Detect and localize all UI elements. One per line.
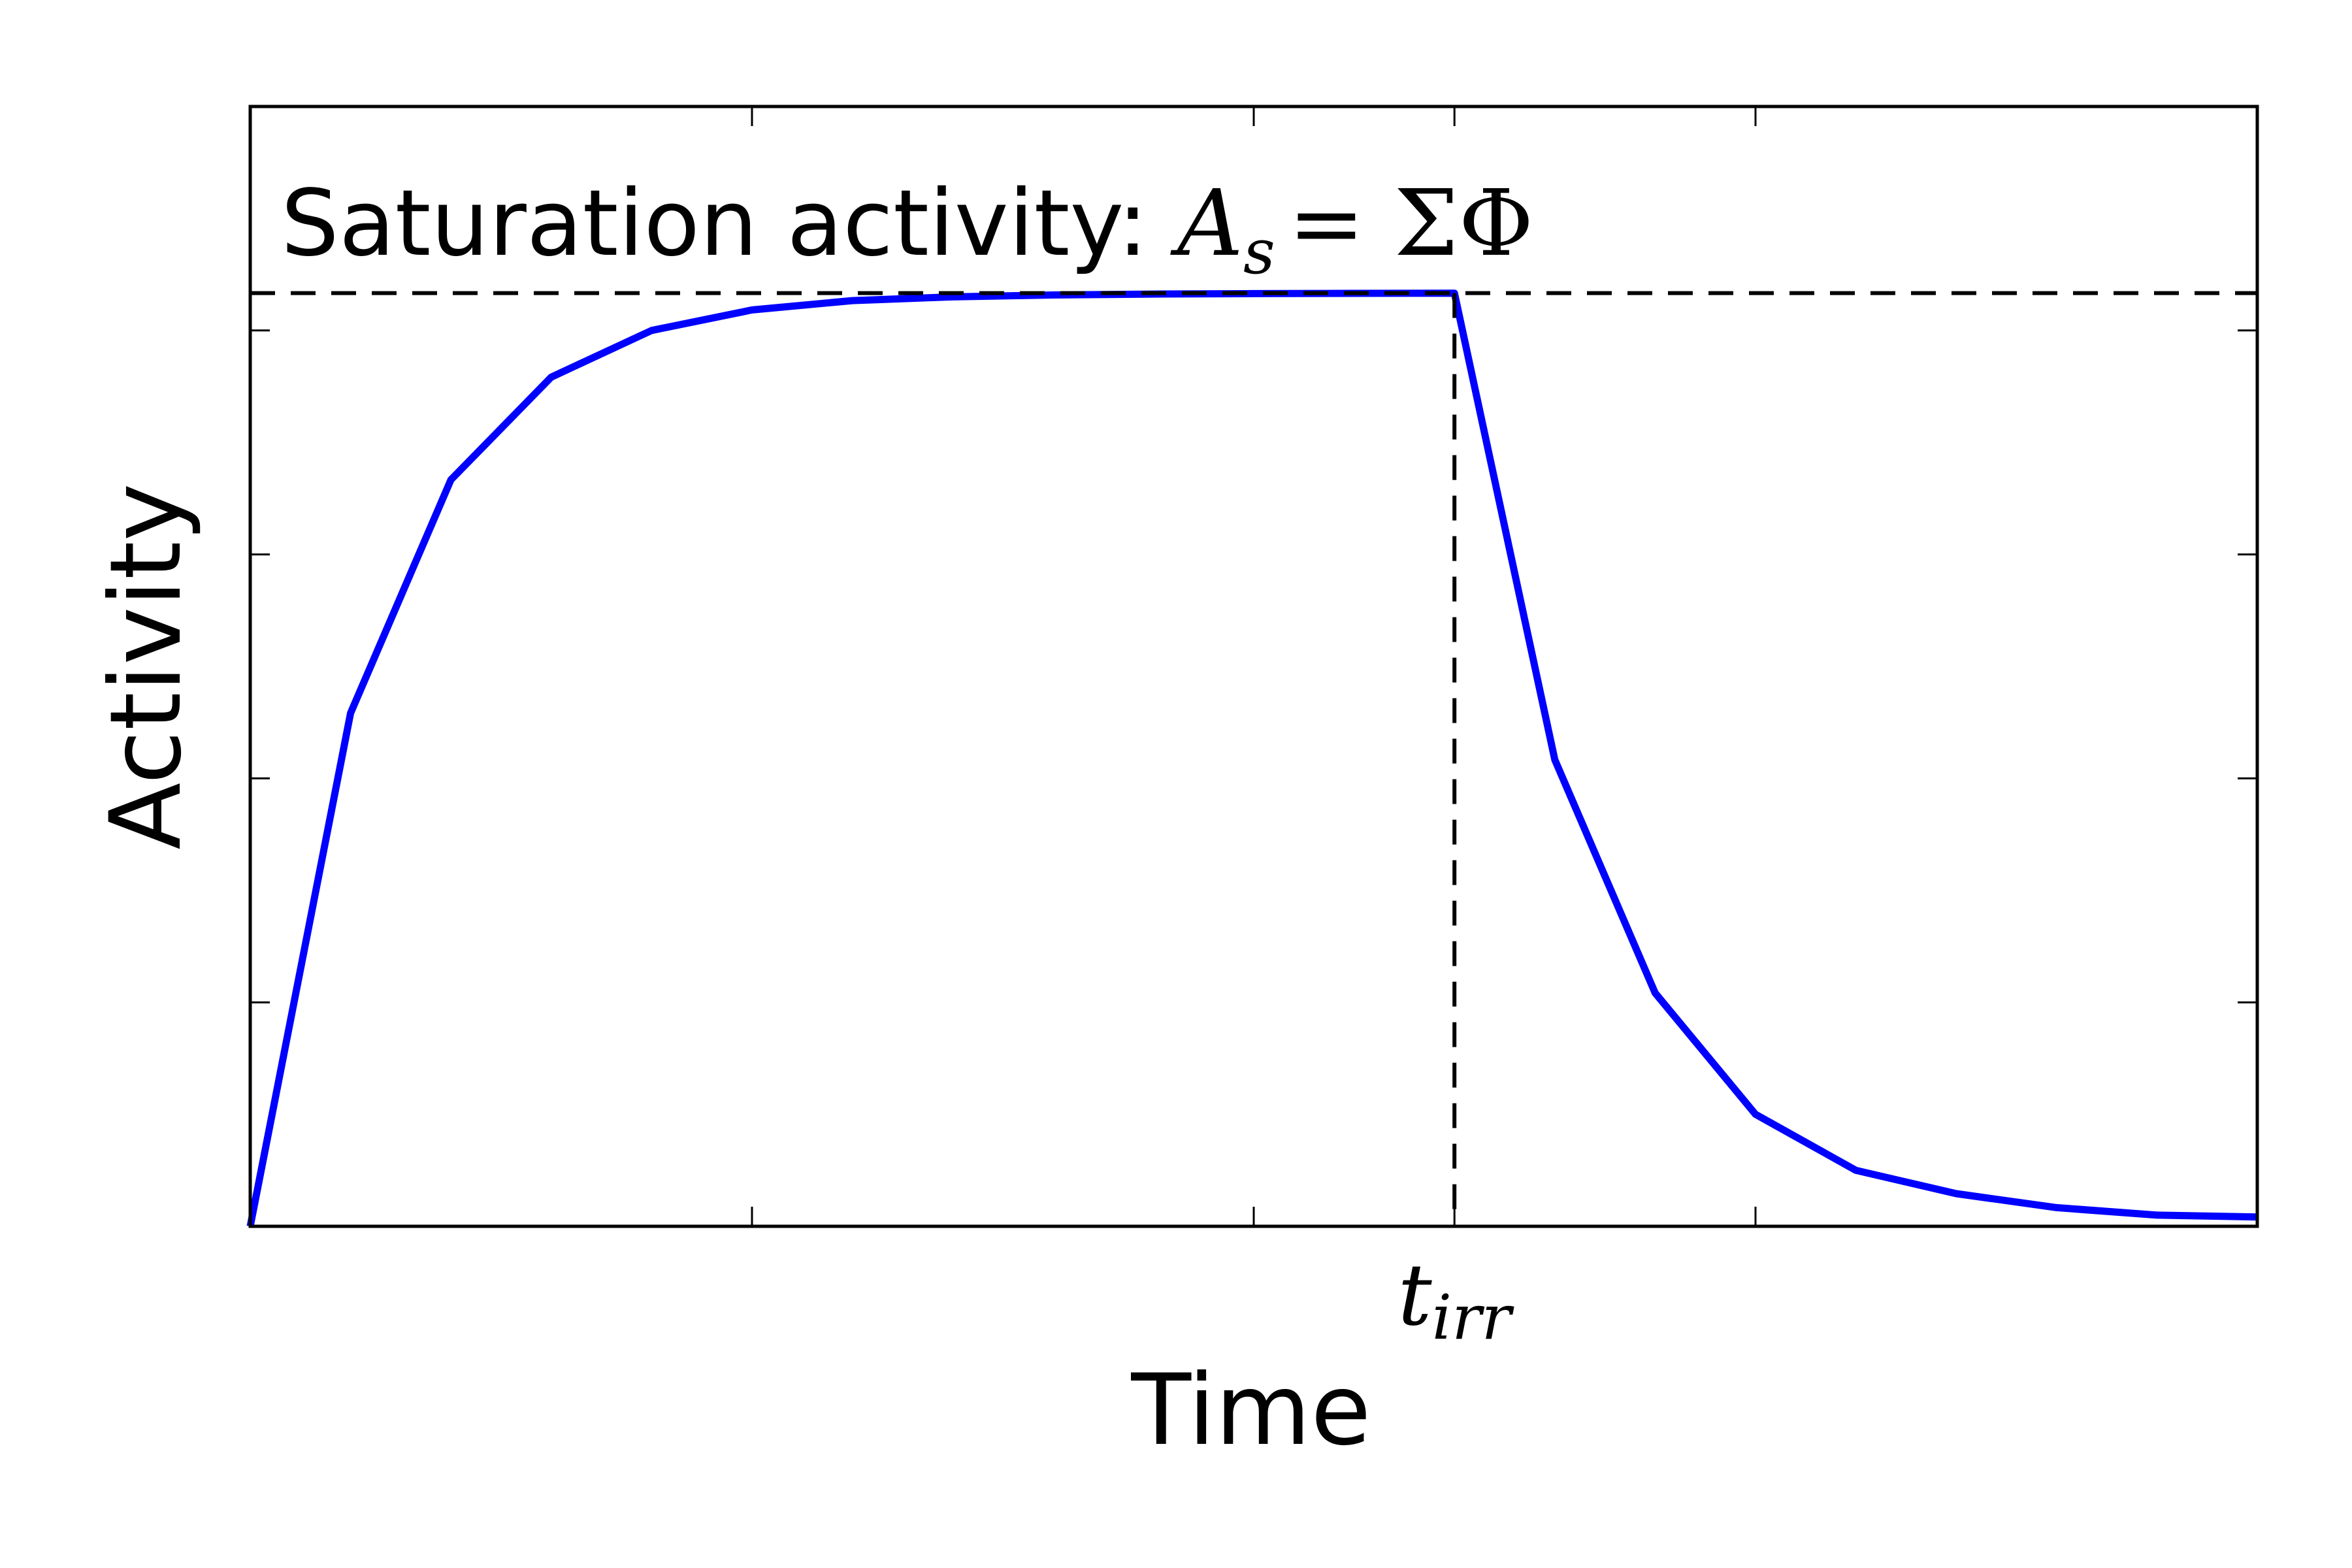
x-axis-label: Time bbox=[1130, 1354, 1371, 1467]
activity-curve-0 bbox=[246, 289, 2258, 1228]
tick-marks bbox=[250, 106, 2257, 1226]
y-axis-label: Activity bbox=[90, 483, 203, 850]
annotation-math-sub: s bbox=[1243, 216, 1275, 288]
x-tick-label-sub: irr bbox=[1432, 1282, 1515, 1354]
saturation-annotation: Saturation activity: As = ΣΦ bbox=[281, 171, 1533, 288]
reference-lines bbox=[250, 291, 2257, 1226]
annotation-text: Saturation activity: bbox=[281, 171, 1177, 277]
plot-frame bbox=[248, 105, 2259, 1228]
x-tick-label-base: t bbox=[1397, 1245, 1432, 1345]
x-tick-label-tirr: tirr bbox=[1397, 1245, 1514, 1354]
series-group bbox=[246, 289, 2258, 1228]
annotation-math-a: A bbox=[1170, 171, 1243, 277]
annotation-math-rhs: = ΣΦ bbox=[1288, 171, 1534, 277]
